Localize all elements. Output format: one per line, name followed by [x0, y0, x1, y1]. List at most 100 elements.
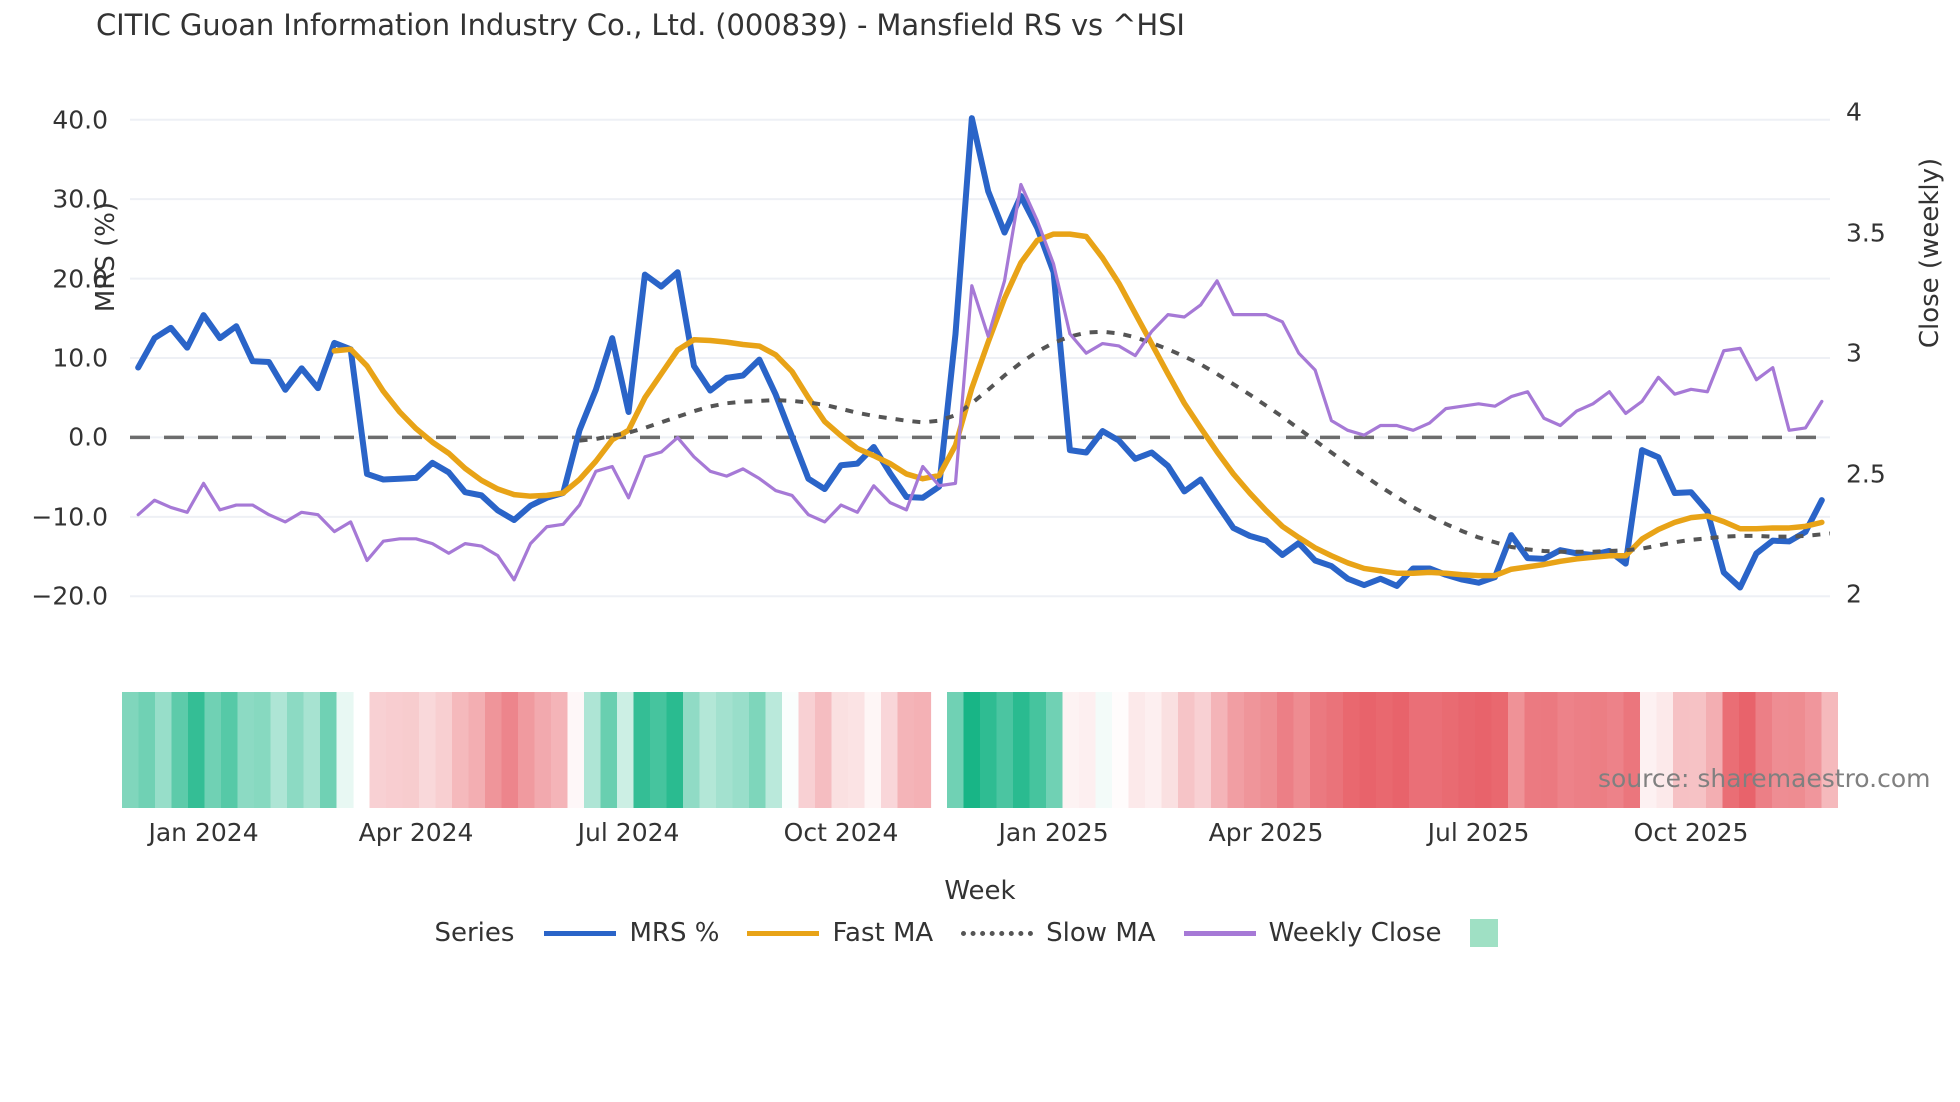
legend-label-weekly-close: Weekly Close [1268, 918, 1442, 948]
x-tick-3: Oct 2024 [783, 818, 899, 847]
heat-band [963, 692, 981, 808]
heat-band [633, 692, 651, 808]
legend-item-fast-ma[interactable]: Fast MA [747, 918, 933, 948]
heat-band [1095, 692, 1113, 808]
heat-band [1161, 692, 1179, 808]
source-watermark: source: sharemaestro.com [1598, 764, 1931, 793]
heat-band [749, 692, 767, 808]
y-tick-right-4: 2 [1846, 579, 1862, 609]
heat-band [1376, 692, 1394, 808]
x-axis-label: Week [944, 876, 1016, 906]
heat-band [1788, 692, 1806, 808]
heat-band [402, 692, 420, 808]
heat-band [864, 692, 882, 808]
heat-band [1739, 692, 1757, 808]
legend-item-weekly-close[interactable]: Weekly Close [1183, 918, 1442, 948]
heat-band [1145, 692, 1163, 808]
x-tick-6: Jul 2025 [1427, 818, 1530, 847]
legend-item-swatch[interactable] [1469, 919, 1498, 947]
heat-band [980, 692, 998, 808]
heat-band [1524, 692, 1542, 808]
heat-band [683, 692, 701, 808]
heat-band [782, 692, 800, 808]
heat-band [1326, 692, 1344, 808]
heat-band [1013, 692, 1031, 808]
heat-band [1310, 692, 1328, 808]
heat-band [518, 692, 536, 808]
legend-color-swatch [1469, 919, 1498, 947]
heat-band [1244, 692, 1262, 808]
heat-band [848, 692, 866, 808]
heat-band [1442, 692, 1460, 808]
heat-band [1557, 692, 1575, 808]
heat-band [171, 692, 189, 808]
y-tick-left-5: −10.0 [31, 502, 108, 532]
legend-item-slow-ma[interactable]: Slow MA [961, 918, 1156, 948]
heat-band [765, 692, 783, 808]
heat-band [831, 692, 849, 808]
heat-band [996, 692, 1014, 808]
heat-band [732, 692, 750, 808]
heat-band [1640, 692, 1658, 808]
heat-band [1706, 692, 1724, 808]
heat-band [270, 692, 288, 808]
heat-band [1574, 692, 1592, 808]
heat-band [138, 692, 156, 808]
heat-band [1409, 692, 1427, 808]
heat-band [551, 692, 569, 808]
heat-band [600, 692, 618, 808]
series-canvas [130, 115, 1830, 598]
legend-line-fast-ma [747, 930, 820, 936]
heat-band [155, 692, 173, 808]
heat-band [435, 692, 453, 808]
heat-band [1194, 692, 1212, 808]
series-line-weekly-close [136, 182, 1824, 582]
heat-band [1673, 692, 1691, 808]
page-title: CITIC Guoan Information Industry Co., Lt… [96, 8, 1185, 42]
y-tick-left-4: 0.0 [68, 422, 108, 452]
heat-band [1046, 692, 1064, 808]
heat-band [1079, 692, 1097, 808]
heat-band [1425, 692, 1443, 808]
y-tick-left-6: −20.0 [31, 581, 108, 611]
x-tick-1: Apr 2024 [358, 818, 474, 847]
y-tick-right-2: 3 [1846, 338, 1862, 368]
heat-band [617, 692, 635, 808]
y-axis-label-right: Close (weekly) [1915, 157, 1945, 349]
heat-band [1260, 692, 1278, 808]
heat-band [1128, 692, 1146, 808]
heat-band [1293, 692, 1311, 808]
heat-band [254, 692, 272, 808]
heat-band [798, 692, 816, 808]
heat-band [369, 692, 387, 808]
heat-band [501, 692, 519, 808]
chart-legend: Series MRS % Fast MA Slow MA Weekly Close [0, 918, 1960, 948]
y-tick-right-1: 3.5 [1846, 218, 1886, 248]
y-tick-left-1: 30.0 [52, 184, 108, 214]
legend-line-mrs [544, 930, 617, 936]
heat-band [320, 692, 338, 808]
heat-band [221, 692, 239, 808]
heat-band [1821, 692, 1838, 808]
y-tick-right-3: 2.5 [1846, 459, 1886, 489]
y-tick-left-2: 20.0 [52, 264, 108, 294]
heat-band [1392, 692, 1410, 808]
heat-band [1805, 692, 1823, 808]
legend-title: Series [434, 918, 515, 948]
heat-band [303, 692, 321, 808]
legend-line-slow-ma [961, 930, 1034, 936]
x-tick-2: Jul 2024 [577, 818, 680, 847]
heat-band [716, 692, 734, 808]
legend-item-mrs[interactable]: MRS % [544, 918, 719, 948]
legend-label-fast-ma: Fast MA [832, 918, 934, 948]
heat-band [1359, 692, 1377, 808]
heat-band [1755, 692, 1773, 808]
heat-band [287, 692, 305, 808]
heat-band [534, 692, 552, 808]
heat-band [699, 692, 717, 808]
legend-line-weekly-close [1183, 930, 1256, 936]
plot-area [130, 88, 1830, 628]
heat-band [1607, 692, 1625, 808]
heat-band [1458, 692, 1476, 808]
